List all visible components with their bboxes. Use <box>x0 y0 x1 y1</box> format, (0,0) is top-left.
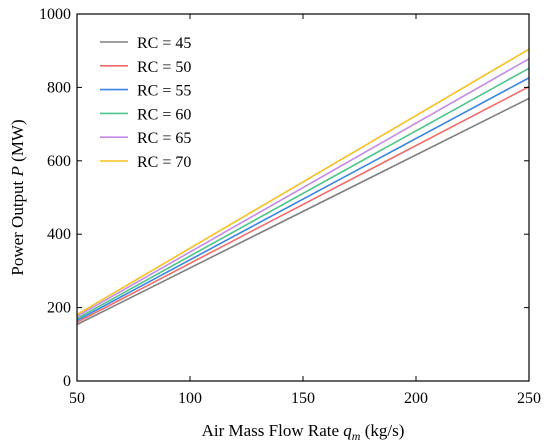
ticks-layer: 50 100 150 200 250 0 200 400 600 800 1000 <box>39 6 541 407</box>
legend-entry-label: RC = 60 <box>137 106 191 123</box>
y-tick-label: 600 <box>47 153 71 170</box>
x-tick-label: 250 <box>517 390 541 407</box>
legend-entry-label: RC = 65 <box>137 130 191 147</box>
series-line <box>76 58 530 318</box>
legend-entry-label: RC = 55 <box>137 83 191 100</box>
legend-entry-label: RC = 70 <box>137 154 191 171</box>
series-line <box>76 85 530 323</box>
series-line <box>76 97 530 326</box>
x-tick-label: 200 <box>404 390 428 407</box>
x-tick-label: 100 <box>178 390 202 407</box>
series-layer <box>76 48 530 326</box>
y-tick-label: 800 <box>47 79 71 96</box>
y-tick-label: 200 <box>47 300 71 317</box>
series-line <box>76 48 530 316</box>
legend: RC = 45 RC = 50 RC = 55 RC = 60 RC = 65 RC = … <box>100 35 191 171</box>
series-line <box>76 77 530 322</box>
legend-entry-label: RC = 45 <box>137 35 191 52</box>
series-line <box>76 67 530 320</box>
y-axis-label: Power Output P (MW) <box>8 119 27 275</box>
y-tick-label: 1000 <box>39 6 71 23</box>
y-tick-label: 400 <box>47 226 71 243</box>
y-tick-label: 0 <box>63 373 71 390</box>
legend-entry-label: RC = 50 <box>137 59 191 76</box>
x-tick-label: 50 <box>69 390 85 407</box>
x-tick-label: 150 <box>291 390 315 407</box>
x-axis-label: Air Mass Flow Rate qm (kg/s) <box>202 421 405 443</box>
